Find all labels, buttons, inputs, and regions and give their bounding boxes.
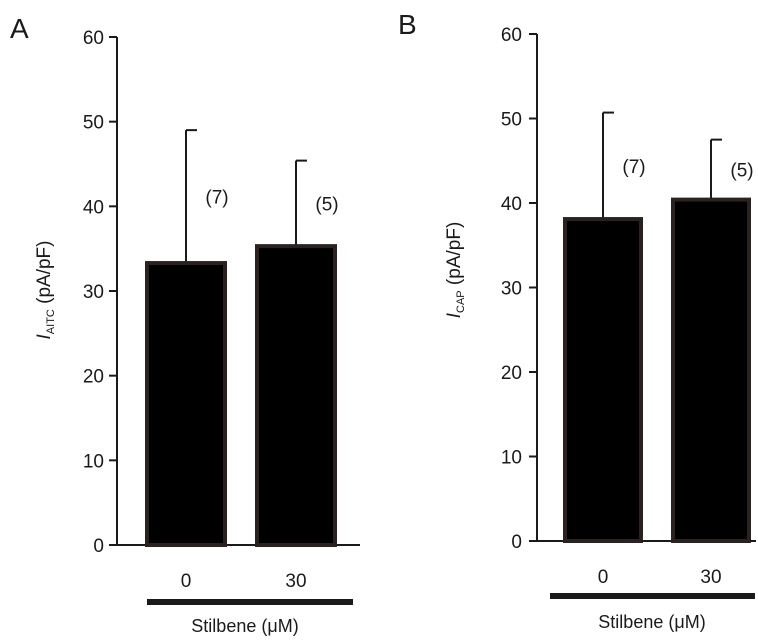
panel-b-category-label: 0 (598, 567, 609, 588)
panel-a-error-bars (185, 129, 307, 264)
panel-b-y-tick-label: 40 (501, 194, 522, 215)
panel-a-x-axis-label: Stilbene (μM) (191, 616, 298, 636)
panel-a-bar-0 (145, 261, 227, 547)
panel-b-y-tick-label: 0 (511, 532, 522, 553)
panel-b-category-label: 30 (700, 567, 721, 588)
panel-a-n-label: (5) (315, 194, 338, 215)
panel-b-y-label-unit: (pA/pF) (444, 222, 465, 285)
panel-a-y-label-sub: AITC (45, 309, 57, 334)
panel-b-x-categories: 0 30 (598, 567, 722, 588)
panel-a-y-tick-label: 30 (83, 282, 104, 303)
panel-a-y-tick-label: 60 (83, 28, 104, 49)
panel-a: A IAITC (pA/pF) 0 10 20 30 40 50 60 (7) (5) 0 30… (10, 13, 360, 636)
panel-b-x-axis-label: Stilbene (μM) (598, 612, 705, 632)
panel-a-bar-30 (255, 244, 337, 547)
panel-b-y-tick-label: 50 (501, 110, 522, 131)
panel-b-n-labels: (7) (5) (622, 157, 753, 182)
panel-b-bar-30 (671, 197, 751, 543)
panel-b-treatment-bar (550, 593, 755, 599)
panel-a-y-tick-label: 40 (83, 197, 104, 218)
panel-a-treatment-bar (147, 599, 353, 605)
panel-b-letter: B (398, 9, 417, 40)
panel-a-y-tick-label: 0 (93, 536, 104, 557)
panel-a-category-label: 30 (285, 571, 306, 592)
panel-a-bars (145, 244, 337, 547)
panel-a-y-tick-label: 20 (83, 367, 104, 388)
panel-b-n-label: (5) (730, 161, 753, 182)
panel-b-bar-0 (563, 217, 643, 543)
panel-a-y-axis: 0 10 20 30 40 50 60 (83, 28, 360, 557)
panel-a-y-label-unit: (pA/pF) (34, 241, 55, 304)
panel-a-n-label: (7) (205, 188, 228, 209)
panel-b-y-axis-label: ICAP (pA/pF) (444, 222, 467, 319)
panel-b-y-label-main: I (444, 312, 465, 318)
panel-b-error-bars (602, 111, 722, 220)
panel-a-x-categories: 0 30 (181, 571, 307, 592)
panel-b-bars (563, 197, 751, 543)
panel-a-y-tick-label: 10 (83, 451, 104, 472)
panel-a-category-label: 0 (181, 571, 192, 592)
panel-b-y-tick-label: 30 (501, 279, 522, 300)
panel-a-y-label-main: I (34, 333, 55, 339)
panel-a-n-labels: (7) (5) (205, 188, 338, 216)
panel-b-y-label-sub: CAP (455, 290, 467, 313)
panel-b-n-label: (7) (622, 157, 645, 178)
panel-b-y-tick-label: 60 (501, 25, 522, 46)
panel-a-y-axis-label: IAITC (pA/pF) (34, 241, 57, 340)
panel-a-y-tick-label: 50 (83, 113, 104, 134)
panel-b-y-axis: 0 10 20 30 40 50 60 (501, 25, 756, 553)
panel-b-y-tick-label: 10 (501, 448, 522, 469)
panel-b-y-tick-label: 20 (501, 363, 522, 384)
panel-a-letter: A (10, 13, 29, 44)
